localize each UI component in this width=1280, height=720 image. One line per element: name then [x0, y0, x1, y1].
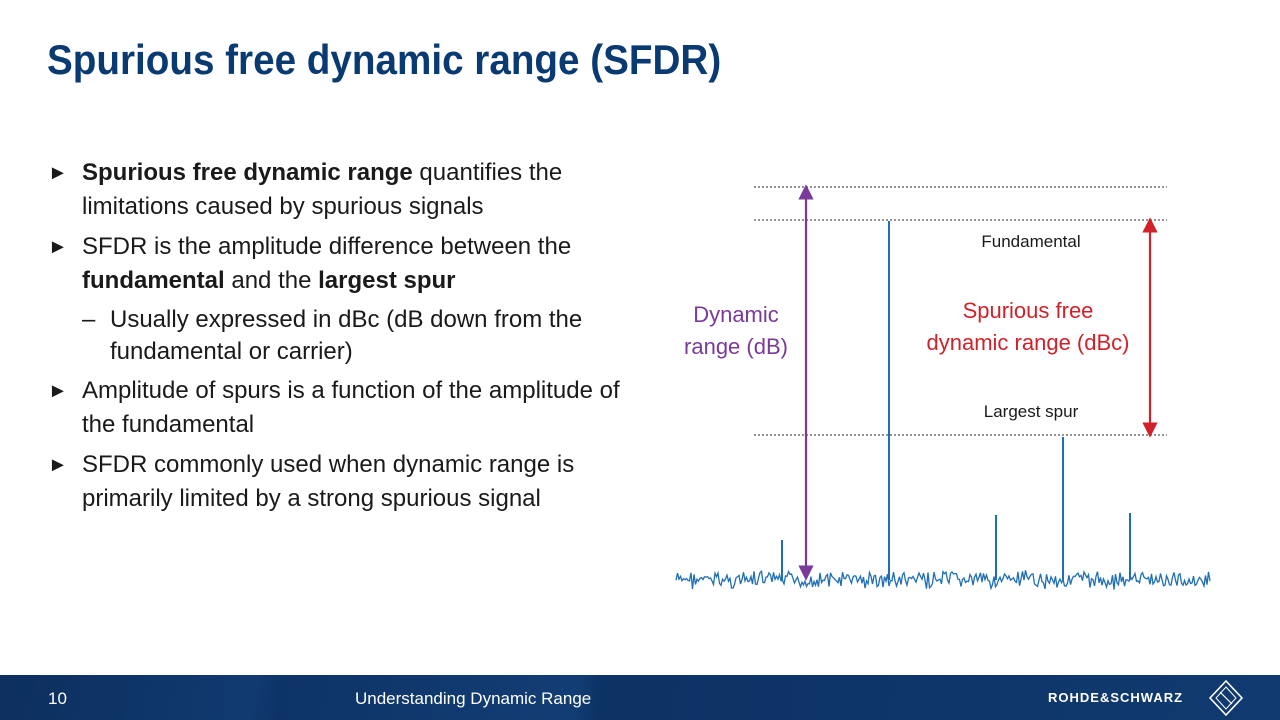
fundamental-label: Fundamental — [981, 232, 1080, 251]
bullet-text: Amplitude of spurs is a function of the … — [82, 377, 620, 438]
bullet-amplitude-difference: ► SFDR is the amplitude difference betwee… — [48, 230, 628, 298]
course-title: Understanding Dynamic Range — [355, 689, 592, 708]
bold-term: Spurious free dynamic range — [82, 159, 413, 186]
bullet-spur-amplitude: ► Amplitude of spurs is a function of the… — [48, 374, 628, 442]
bold-term: fundamental — [82, 267, 225, 294]
bullet-marker-icon: ► — [48, 380, 68, 402]
bullet-marker-icon: ► — [48, 162, 68, 184]
brand-wordmark: ROHDE&SCHWARZ — [1048, 690, 1184, 705]
noise-floor-trace — [675, 569, 1211, 591]
sfdr-diagram: Dynamic range (dB) Spurious free dynamic… — [675, 184, 1211, 591]
dash-marker-icon: – — [82, 306, 96, 333]
dynamic-range-label: Dynamic — [693, 302, 779, 327]
bullet-text: quantifies the limitations caused by spu… — [82, 159, 563, 220]
rohde-schwarz-logo-icon — [1208, 679, 1244, 717]
bullet-sfdr-definition: ► Spurious free dynamic range quantifies … — [48, 156, 628, 224]
bullet-text: SFDR is the amplitude difference between… — [82, 233, 572, 260]
bullet-text: SFDR commonly used when dynamic range is… — [82, 451, 575, 512]
bullet-text: and the — [224, 267, 319, 294]
dynamic-range-label: range (dB) — [684, 334, 788, 359]
slide-title: Spurious free dynamic range (SFDR) — [47, 36, 722, 83]
bullet-marker-icon: ► — [48, 454, 68, 476]
bullet-list: ► Spurious free dynamic range quantifies … — [48, 156, 628, 522]
bullet-sfdr-usage: ► SFDR commonly used when dynamic range i… — [48, 448, 628, 516]
page-number: 10 — [48, 689, 67, 708]
footer-bar: 10 Understanding Dynamic Range ROHDE&SCH… — [0, 675, 1280, 720]
sfdr-label: dynamic range (dBc) — [927, 330, 1130, 355]
bullet-text: Usually expressed in dBc (dB down from t… — [110, 306, 583, 365]
sfdr-label: Spurious free — [963, 298, 1094, 323]
largest-spur-label: Largest spur — [984, 402, 1079, 421]
bold-term: largest spur — [318, 267, 456, 294]
sub-bullet-dbc: – Usually expressed in dBc (dB down from … — [48, 304, 628, 368]
bullet-marker-icon: ► — [48, 236, 68, 258]
